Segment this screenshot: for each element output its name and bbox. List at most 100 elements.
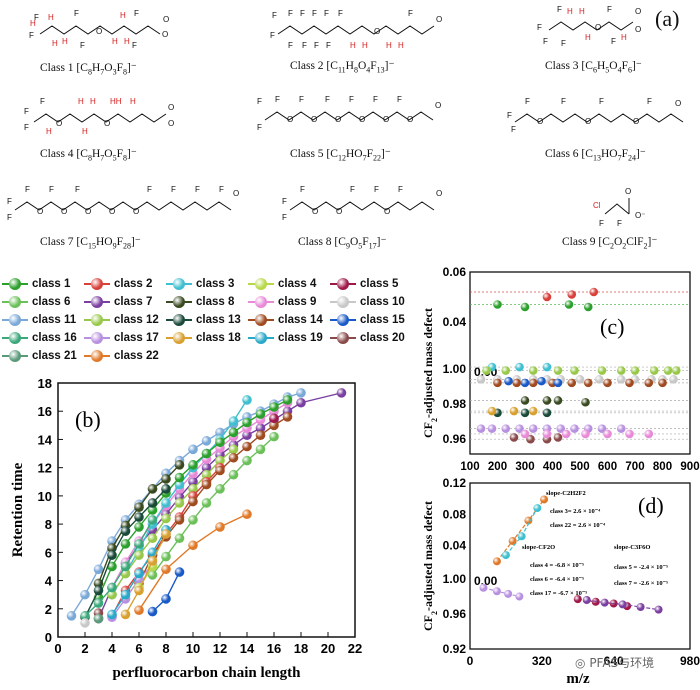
point-class-15 [174, 567, 185, 577]
plot-frame [57, 382, 356, 638]
chart-b-retention-time: 0 2 4 6 8 10 12 14 16 18 20 22 0 2 4 6 8 10 12 14 16 18 perflu… [10, 376, 362, 681]
point-class-16 [147, 515, 158, 525]
svg-text:H: H [46, 127, 52, 136]
svg-text:F: F [275, 95, 280, 104]
point-class-14 [201, 479, 212, 490]
point-class-15 [161, 594, 171, 604]
point-class-2 [589, 287, 599, 297]
point-class-12 [671, 366, 681, 375]
legend-label: class 10 [360, 296, 405, 308]
legend-swatch [166, 278, 192, 290]
point-class-17 [501, 424, 511, 433]
svg-text:H: H [585, 33, 591, 42]
legend-label: class 14 [278, 314, 323, 326]
point-class-12 [174, 498, 185, 508]
y-tick-label: 0.04 [443, 315, 467, 329]
svg-text:F: F [300, 9, 305, 18]
point-class-7 [582, 596, 591, 604]
point-class-12 [528, 366, 538, 375]
point-class-14 [215, 465, 225, 476]
y-tick-label: 12 [38, 461, 52, 476]
point-class-7 [636, 603, 645, 611]
point-class-12 [649, 366, 659, 375]
svg-text:F: F [408, 9, 413, 18]
annotation-slope-2-line: class 17 = -6.7 × 10⁻⁵ [530, 590, 587, 597]
legend-swatch [84, 314, 110, 326]
legend-label: class 18 [196, 332, 241, 344]
y-tick-label: 14 [38, 432, 53, 447]
legend-swatch [166, 332, 192, 344]
point-class-8 [161, 474, 171, 484]
y-axis-label: CF2-adjusted mass defect [421, 308, 439, 438]
point-class-3 [515, 362, 524, 372]
legend-swatch [2, 350, 28, 362]
svg-text:O: O [104, 119, 110, 128]
point-class-8 [147, 484, 158, 494]
legend-swatch [248, 278, 274, 290]
x-tick-label: 800 [653, 461, 672, 473]
legend-label: class 1 [32, 278, 71, 290]
point-class-14 [583, 378, 593, 388]
svg-text:F: F [7, 213, 12, 222]
svg-text:F: F [147, 185, 152, 194]
svg-text:F: F [561, 97, 566, 106]
class-7-label: Class 7 [C15HO9F28]⁻ [40, 236, 141, 251]
y-tick-label: 0.98 [443, 397, 467, 411]
point-class-7 [336, 388, 347, 398]
point-class-11 [296, 388, 306, 398]
legend-swatch [248, 332, 274, 344]
legend-label: class 8 [196, 296, 235, 308]
point-class-17 [504, 589, 513, 598]
svg-text:H: H [579, 7, 585, 16]
point-class-16 [93, 598, 104, 608]
legend-label: class 17 [114, 332, 159, 344]
point-class-9 [644, 429, 654, 439]
legend-label: class 20 [360, 332, 405, 344]
svg-text:H: H [52, 39, 58, 48]
svg-text:O: O [635, 7, 641, 16]
panel-a-letter: (a) [655, 6, 680, 31]
point-class-11 [201, 436, 212, 446]
point-class-6 [269, 431, 279, 442]
point-class-17 [515, 592, 524, 601]
point-class-1 [269, 402, 279, 412]
svg-text:F: F [397, 95, 402, 104]
svg-text:H: H [120, 11, 126, 20]
point-class-21 [93, 613, 104, 624]
annotation-slope-3-line: class 5 = -2.4 × 10⁻⁵ [614, 564, 668, 571]
svg-text:F: F [511, 125, 516, 134]
legend-item-class-7: class 7 [84, 296, 152, 308]
class-3-label: Class 3 [C6H5O4F6]⁻ [545, 60, 642, 75]
point-class-16 [80, 611, 90, 621]
point-class-3 [161, 498, 171, 508]
plot-frame [469, 271, 691, 455]
point-class-7 [296, 397, 306, 408]
point-class-12 [553, 366, 563, 375]
point-class-22 [134, 605, 144, 615]
legend-item-class-12: class 12 [84, 314, 159, 326]
x-tick-label: 20 [321, 641, 335, 656]
svg-text:F: F [599, 219, 604, 228]
legend-swatch [2, 296, 28, 308]
svg-text:F: F [300, 185, 305, 194]
x-tick-label: 4 [108, 641, 116, 656]
x-tick-label: 0 [467, 654, 474, 668]
class-6-label: Class 6 [C13HO7F24]⁻ [545, 148, 646, 163]
svg-text:O: O [374, 27, 380, 36]
class-1-label: Class 1 [C8H7O3F8]⁻ [40, 62, 137, 77]
point-class-1 [120, 539, 131, 549]
svg-text:F: F [7, 197, 12, 206]
svg-text:F: F [49, 185, 54, 194]
point-class-22 [188, 540, 198, 551]
point-class-3 [542, 362, 552, 372]
chart-d-mass-defect: 0.12 0.08 0.04 1.00 0.96 0.92 0.00 0 320 640 980 m/… [421, 477, 700, 687]
legend-item-class-1: class 1 [2, 278, 70, 290]
point-class-13 [120, 526, 131, 536]
svg-text:F: F [324, 9, 329, 18]
svg-text:F: F [599, 97, 604, 106]
annotation-slope-1-line: class 3= 2.6 × 10⁻⁴ [550, 508, 600, 515]
svg-text:H: H [124, 37, 130, 46]
svg-text:O: O [335, 115, 341, 124]
point-class-15 [537, 376, 546, 386]
series-line-class-6 [151, 436, 275, 576]
